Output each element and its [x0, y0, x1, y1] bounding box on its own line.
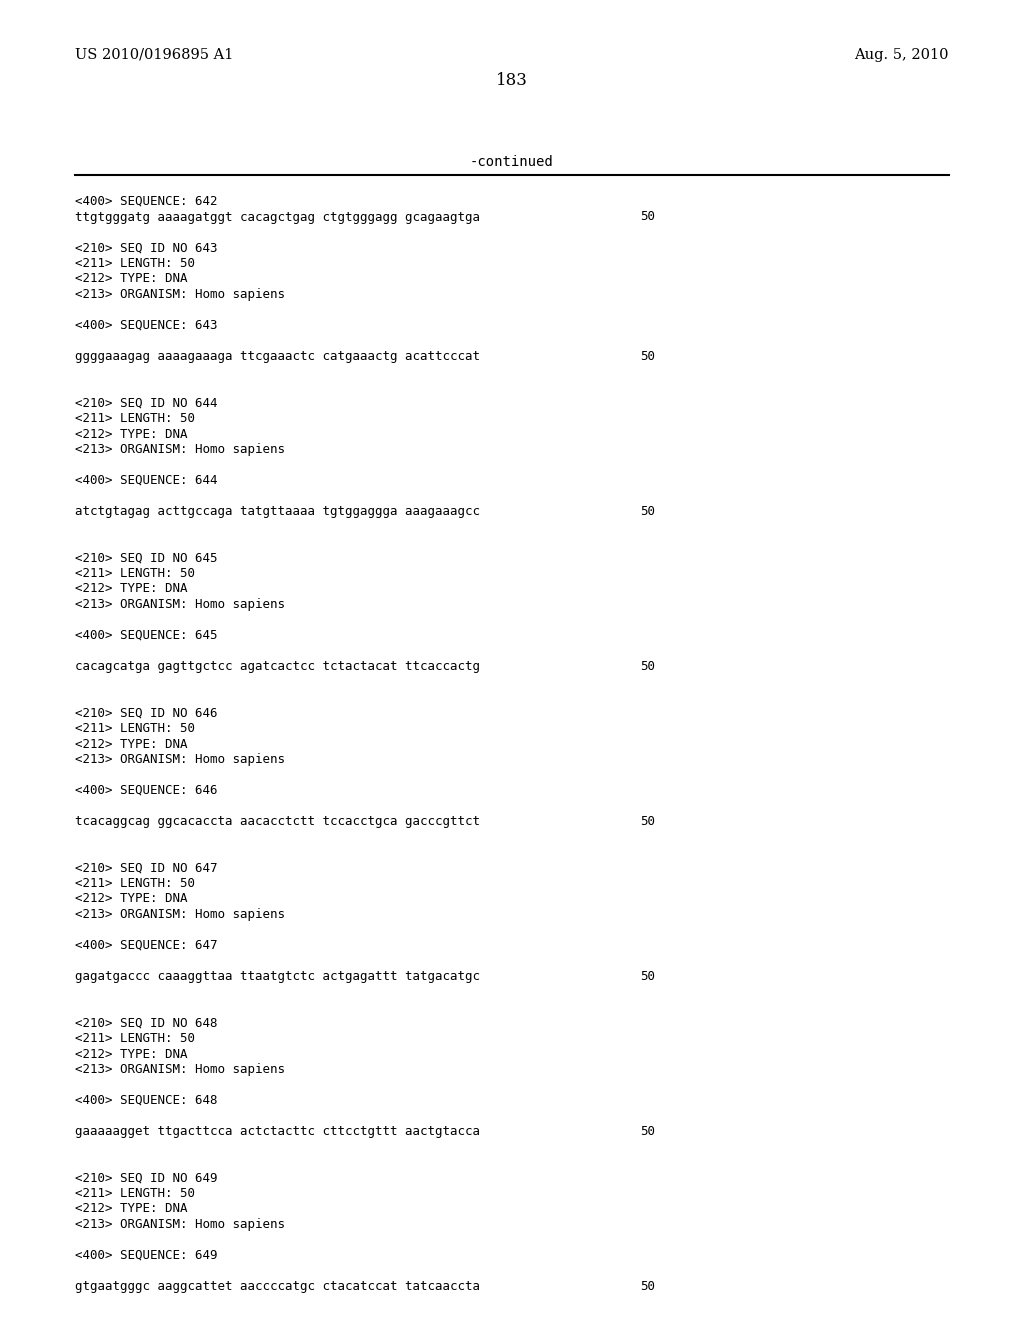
Text: <211> LENGTH: 50: <211> LENGTH: 50: [75, 722, 195, 735]
Text: tcacaggcag ggcacaccta aacacctctt tccacctgca gacccgttct: tcacaggcag ggcacaccta aacacctctt tccacct…: [75, 814, 480, 828]
Text: gtgaatgggc aaggcattet aaccccatgc ctacatccat tatcaaccta: gtgaatgggc aaggcattet aaccccatgc ctacatc…: [75, 1280, 480, 1294]
Text: 50: 50: [640, 660, 655, 673]
Text: <213> ORGANISM: Homo sapiens: <213> ORGANISM: Homo sapiens: [75, 1218, 285, 1232]
Text: <210> SEQ ID NO 644: <210> SEQ ID NO 644: [75, 396, 217, 409]
Text: <212> TYPE: DNA: <212> TYPE: DNA: [75, 738, 187, 751]
Text: <211> LENGTH: 50: <211> LENGTH: 50: [75, 1032, 195, 1045]
Text: <210> SEQ ID NO 645: <210> SEQ ID NO 645: [75, 552, 217, 565]
Text: <211> LENGTH: 50: <211> LENGTH: 50: [75, 1187, 195, 1200]
Text: cacagcatga gagttgctcc agatcactcc tctactacat ttcaccactg: cacagcatga gagttgctcc agatcactcc tctacta…: [75, 660, 480, 673]
Text: <212> TYPE: DNA: <212> TYPE: DNA: [75, 582, 187, 595]
Text: <213> ORGANISM: Homo sapiens: <213> ORGANISM: Homo sapiens: [75, 444, 285, 455]
Text: <400> SEQUENCE: 642: <400> SEQUENCE: 642: [75, 195, 217, 209]
Text: 50: 50: [640, 210, 655, 223]
Text: <400> SEQUENCE: 643: <400> SEQUENCE: 643: [75, 319, 217, 333]
Text: <400> SEQUENCE: 649: <400> SEQUENCE: 649: [75, 1249, 217, 1262]
Text: <212> TYPE: DNA: <212> TYPE: DNA: [75, 428, 187, 441]
Text: <400> SEQUENCE: 646: <400> SEQUENCE: 646: [75, 784, 217, 797]
Text: <400> SEQUENCE: 645: <400> SEQUENCE: 645: [75, 630, 217, 642]
Text: <213> ORGANISM: Homo sapiens: <213> ORGANISM: Homo sapiens: [75, 908, 285, 921]
Text: Aug. 5, 2010: Aug. 5, 2010: [854, 48, 949, 62]
Text: <210> SEQ ID NO 649: <210> SEQ ID NO 649: [75, 1172, 217, 1184]
Text: 50: 50: [640, 814, 655, 828]
Text: <210> SEQ ID NO 647: <210> SEQ ID NO 647: [75, 862, 217, 874]
Text: <212> TYPE: DNA: <212> TYPE: DNA: [75, 272, 187, 285]
Text: <213> ORGANISM: Homo sapiens: <213> ORGANISM: Homo sapiens: [75, 598, 285, 611]
Text: <210> SEQ ID NO 643: <210> SEQ ID NO 643: [75, 242, 217, 255]
Text: 183: 183: [496, 73, 528, 88]
Text: 50: 50: [640, 506, 655, 517]
Text: <212> TYPE: DNA: <212> TYPE: DNA: [75, 1203, 187, 1216]
Text: 50: 50: [640, 1280, 655, 1294]
Text: ggggaaagag aaaagaaaga ttcgaaactc catgaaactg acattcccat: ggggaaagag aaaagaaaga ttcgaaactc catgaaa…: [75, 350, 480, 363]
Text: <400> SEQUENCE: 647: <400> SEQUENCE: 647: [75, 939, 217, 952]
Text: <213> ORGANISM: Homo sapiens: <213> ORGANISM: Homo sapiens: [75, 1063, 285, 1076]
Text: <211> LENGTH: 50: <211> LENGTH: 50: [75, 876, 195, 890]
Text: US 2010/0196895 A1: US 2010/0196895 A1: [75, 48, 233, 62]
Text: <213> ORGANISM: Homo sapiens: <213> ORGANISM: Homo sapiens: [75, 752, 285, 766]
Text: <210> SEQ ID NO 648: <210> SEQ ID NO 648: [75, 1016, 217, 1030]
Text: ttgtgggatg aaaagatggt cacagctgag ctgtgggagg gcagaagtga: ttgtgggatg aaaagatggt cacagctgag ctgtggg…: [75, 210, 480, 223]
Text: gagatgaccc caaaggttaa ttaatgtctc actgagattt tatgacatgc: gagatgaccc caaaggttaa ttaatgtctc actgaga…: [75, 970, 480, 983]
Text: <211> LENGTH: 50: <211> LENGTH: 50: [75, 257, 195, 271]
Text: <212> TYPE: DNA: <212> TYPE: DNA: [75, 1048, 187, 1060]
Text: <212> TYPE: DNA: <212> TYPE: DNA: [75, 892, 187, 906]
Text: <400> SEQUENCE: 644: <400> SEQUENCE: 644: [75, 474, 217, 487]
Text: atctgtagag acttgccaga tatgttaaaa tgtggaggga aaagaaagcc: atctgtagag acttgccaga tatgttaaaa tgtggag…: [75, 506, 480, 517]
Text: <213> ORGANISM: Homo sapiens: <213> ORGANISM: Homo sapiens: [75, 288, 285, 301]
Text: <211> LENGTH: 50: <211> LENGTH: 50: [75, 568, 195, 579]
Text: <210> SEQ ID NO 646: <210> SEQ ID NO 646: [75, 706, 217, 719]
Text: 50: 50: [640, 970, 655, 983]
Text: -continued: -continued: [470, 154, 554, 169]
Text: 50: 50: [640, 1125, 655, 1138]
Text: 50: 50: [640, 350, 655, 363]
Text: <211> LENGTH: 50: <211> LENGTH: 50: [75, 412, 195, 425]
Text: <400> SEQUENCE: 648: <400> SEQUENCE: 648: [75, 1094, 217, 1107]
Text: gaaaaagget ttgacttcca actctacttc cttcctgttt aactgtacca: gaaaaagget ttgacttcca actctacttc cttcctg…: [75, 1125, 480, 1138]
